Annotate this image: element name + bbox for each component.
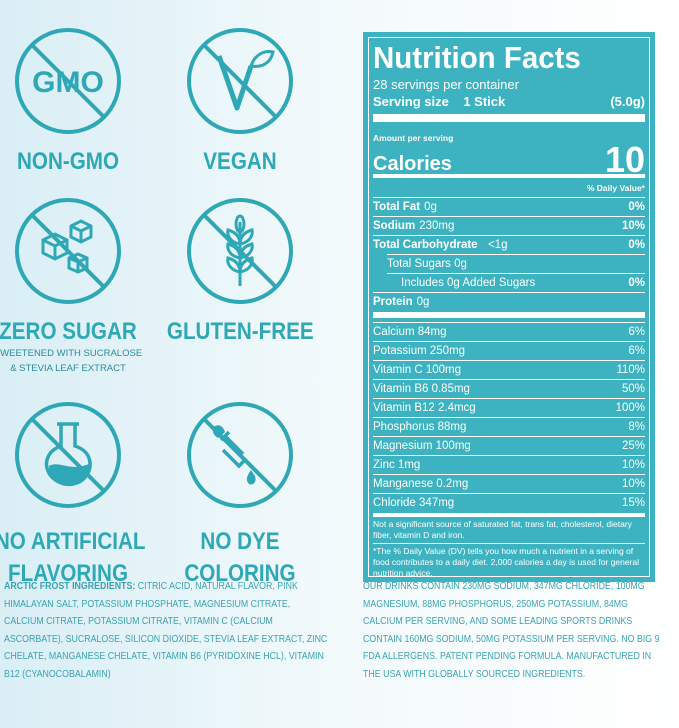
mineral-name: Calcium 84mg — [373, 326, 447, 338]
badge-icon — [187, 28, 293, 134]
servings: 28 servings per container — [373, 77, 519, 92]
badge: NO DYE COLORING — [155, 400, 325, 590]
mineral-row: Chloride 347mg 15% — [373, 493, 645, 512]
nutrient-name: Includes 0g Added Sugars — [401, 277, 536, 289]
footnote: Not a significant source of saturated fa… — [373, 519, 632, 540]
badge-label: NO DYE — [200, 528, 280, 555]
mineral-dv: 6% — [628, 326, 645, 338]
mineral-name: Phosphorus 88mg — [373, 421, 467, 433]
nutrient-name: Total Fat — [373, 201, 421, 213]
mineral-row: Calcium 84mg 6% — [373, 322, 645, 341]
mineral-row: Magnesium 100mg 25% — [373, 436, 645, 455]
nutrient-row: Total Carbohydrate <1g 0% — [373, 235, 645, 254]
nutrient-row: Total Sugars 0g — [387, 254, 645, 273]
serving-size-label: Serving size — [373, 94, 449, 109]
badge-icon — [187, 198, 293, 304]
badge-label: FLAVORING — [7, 560, 128, 587]
badge: ZERO SUGAR SWEETENED WITH SUCRALOSE & ST… — [0, 196, 153, 376]
badge: VEGAN — [155, 26, 325, 178]
badge-sub: & STEVIA LEAF EXTRACT — [10, 363, 126, 374]
mineral-dv: 8% — [628, 421, 645, 433]
dv-header: % Daily Value* — [586, 183, 645, 193]
badge-icon — [187, 402, 293, 508]
mineral-row: Vitamin C 100mg 110% — [373, 360, 645, 379]
nutrient-amount: 230mg — [419, 220, 455, 232]
badge-label: VEGAN — [203, 148, 277, 175]
badge: NO ARTIFICIAL FLAVORING — [0, 400, 153, 590]
note: OUR DRINKS CONTAIN 230MG SODIUM, 347MG C… — [363, 580, 660, 680]
nutrient-row: Total Fat 0g 0% — [373, 197, 645, 216]
nutrient-amount: 0g — [416, 296, 430, 308]
calories: Calories 10 — [373, 139, 645, 180]
nutrient-name: Total Sugars 0g — [387, 258, 467, 270]
mineral-name: Manganese 0.2mg — [373, 478, 469, 490]
thick-rule — [373, 114, 645, 122]
badge: GLUTEN-FREE — [155, 196, 325, 348]
mineral-row: Zinc 1mg 10% — [373, 455, 645, 474]
nutrient-dv: 10% — [621, 220, 645, 232]
mineral-row: Manganese 0.2mg 10% — [373, 474, 645, 493]
mineral-dv: 25% — [621, 440, 645, 452]
calories-value: 10 — [604, 139, 645, 180]
nutrient-amount: <1g — [487, 239, 508, 251]
nutrient-dv: 0% — [628, 277, 645, 289]
mineral-name: Potassium 250mg — [373, 345, 466, 357]
badge-icon: GMO — [15, 28, 121, 134]
nutrient-row: Protein 0g — [373, 292, 645, 311]
mineral-dv: 110% — [616, 364, 645, 376]
badge-label: NO ARTIFICIAL — [0, 528, 146, 555]
nf-title: Nutrition Facts — [373, 40, 581, 75]
nutrient-name: Total Carbohydrate — [373, 239, 478, 251]
mineral-name: Chloride 347mg — [373, 497, 455, 509]
panel-border — [368, 37, 650, 577]
badge-icon — [15, 198, 121, 304]
mineral-name: Zinc 1mg — [373, 459, 421, 471]
badge-sub: SWEETENED WITH SUCRALOSE — [0, 348, 143, 359]
nutrient-row: Sodium 230mg 10% — [373, 216, 645, 235]
calories-label: Calories — [373, 153, 452, 175]
serving-size-weight: (5.0g) — [610, 94, 645, 109]
serving-size: Serving size 1 Stick (5.0g) — [373, 94, 645, 109]
thick-rule — [373, 312, 645, 318]
ingredients: ARCTIC FROST INGREDIENTS: CITRIC ACID, N… — [4, 578, 332, 683]
ingredients-label: ARCTIC FROST INGREDIENTS: — [4, 580, 136, 592]
medium-rule — [373, 174, 645, 178]
badge: GMO NON-GMO — [0, 26, 153, 178]
nutrient-dv: 0% — [628, 201, 645, 213]
mineral-name: Vitamin C 100mg — [373, 364, 461, 376]
nutrient-dv: 0% — [628, 239, 645, 251]
mineral-name: Vitamin B6 0.85mg — [373, 383, 470, 395]
badge-label: GLUTEN-FREE — [166, 318, 314, 345]
badge-label: ZERO SUGAR — [0, 318, 137, 345]
icon-text: GMO — [32, 66, 104, 99]
mineral-dv: 100% — [615, 402, 645, 414]
badge-label: COLORING — [184, 560, 296, 587]
mineral-row: Vitamin B6 0.85mg 50% — [373, 379, 645, 398]
mineral-row: Phosphorus 88mg 8% — [373, 417, 645, 436]
mineral-row: Potassium 250mg 6% — [373, 341, 645, 360]
amount-per-serving: Amount per serving — [373, 133, 454, 143]
rule — [373, 543, 645, 544]
mineral-name: Vitamin B12 2.4mcg — [373, 402, 476, 414]
mineral-row: Vitamin B12 2.4mcg 100% — [373, 398, 645, 417]
nutrition-facts: Nutrition Facts 28 servings per containe… — [363, 32, 655, 582]
footnote: *The % Daily Value (DV) tells you how mu… — [373, 546, 640, 578]
ingredients-text: CITRIC ACID, NATURAL FLAVOR, PINK HIMALA… — [4, 580, 328, 680]
mineral-dv: 15% — [621, 497, 645, 509]
mineral-dv: 6% — [628, 345, 645, 357]
badge-label: NON-GMO — [16, 148, 120, 175]
mineral-dv: 50% — [621, 383, 645, 395]
mineral-name: Magnesium 100mg — [373, 440, 471, 452]
nutrient-name: Sodium — [373, 220, 416, 232]
nutrient-name: Protein — [373, 296, 413, 308]
nutrient-amount: 0g — [424, 201, 437, 213]
mineral-dv: 10% — [621, 478, 645, 490]
serving-size-value: 1 Stick — [463, 94, 506, 109]
badge-icon — [15, 402, 121, 508]
medium-rule — [373, 513, 645, 517]
mineral-dv: 10% — [621, 459, 645, 471]
nutrient-row: Includes 0g Added Sugars 0% — [387, 273, 645, 292]
